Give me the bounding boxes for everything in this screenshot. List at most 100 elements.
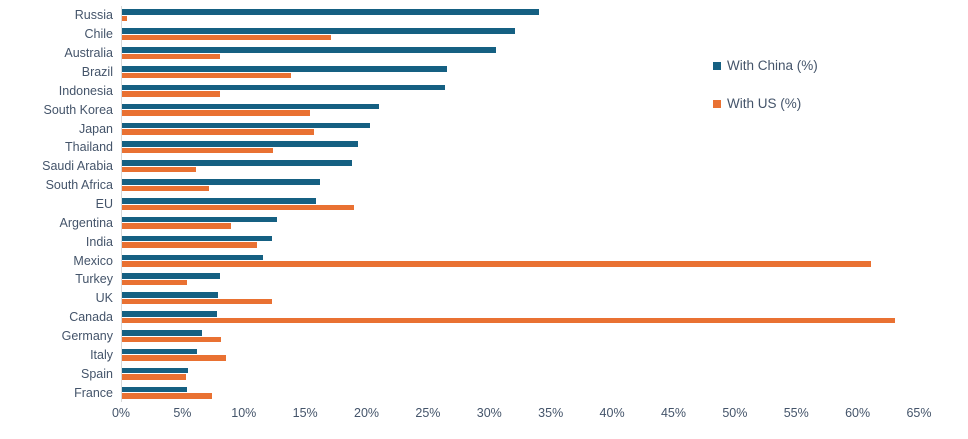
y-axis-category-labels: Russia Chile Australia Brazil Indonesia South… (0, 6, 113, 402)
bar-with-us (122, 223, 232, 229)
bar-with-us (122, 355, 227, 361)
bar-with-china (122, 47, 497, 53)
bar-with-us (122, 279, 188, 286)
category-label: South Africa (45, 178, 113, 193)
bar-row (122, 6, 920, 25)
bar-with-china (122, 66, 448, 72)
bar-row (122, 63, 920, 82)
bar-with-china (122, 216, 277, 223)
bar-row (122, 138, 920, 157)
bar-with-us (122, 147, 273, 154)
bar-with-us (122, 34, 331, 41)
category-label: Turkey (75, 272, 113, 287)
x-axis-tick-labels: 0% 5% 10% 15% 20% 25% 30% 35% 40% 45% 50% 55% 60% 65% (112, 406, 932, 426)
bar-row (122, 345, 920, 364)
x-tick-label: 10% (231, 406, 257, 420)
bar-with-us (122, 166, 196, 173)
category-label: Thailand (65, 140, 113, 155)
x-tick-label: 50% (722, 406, 748, 420)
bar-with-china (122, 386, 188, 393)
bar-row (122, 119, 920, 138)
category-label: Spain (81, 366, 113, 381)
legend-label-with-china: With China (%) (727, 58, 818, 73)
x-tick-label: 35% (538, 406, 564, 420)
bar-with-us (122, 53, 221, 60)
bar-with-china (122, 254, 264, 261)
bar-with-china (122, 28, 515, 34)
bar-with-us (122, 336, 222, 343)
bar-with-us (122, 317, 896, 324)
category-label: France (74, 385, 113, 400)
bar-with-china (122, 235, 272, 242)
category-label: Chile (84, 27, 114, 42)
x-tick-label: 65% (906, 406, 932, 420)
category-label: Germany (61, 329, 113, 344)
x-tick-label: 5% (173, 406, 192, 420)
bar-with-china (122, 330, 202, 336)
x-tick-label: 45% (660, 406, 686, 420)
category-label: Australia (64, 46, 113, 61)
category-label: UK (95, 291, 113, 306)
legend: With China (%) With US (%) (713, 58, 818, 134)
category-label: Italy (90, 347, 113, 362)
bar-row (122, 232, 920, 251)
bar-with-us (122, 72, 292, 78)
bar-with-us (122, 393, 212, 399)
bar-row (122, 327, 920, 346)
x-tick-label: 55% (783, 406, 809, 420)
bar-row (122, 270, 920, 289)
bar-row (122, 81, 920, 100)
bar-with-china (122, 311, 217, 317)
bar-with-us (122, 298, 272, 305)
bar-row (122, 176, 920, 195)
us-series-swatch-icon (713, 99, 721, 108)
category-label: Russia (74, 8, 113, 23)
x-tick-label: 20% (354, 406, 380, 420)
x-tick-label: 40% (599, 406, 625, 420)
bar-with-us (122, 374, 186, 380)
bar-with-us (122, 204, 355, 211)
bar-with-china (122, 122, 370, 129)
bar-with-us (122, 185, 210, 192)
x-tick-label: 30% (476, 406, 502, 420)
bar-row (122, 364, 920, 383)
x-tick-label: 15% (292, 406, 318, 420)
bar-with-china (122, 348, 197, 355)
category-label: Argentina (59, 215, 113, 230)
bar-with-us (122, 242, 258, 248)
bar-with-us (122, 129, 314, 135)
bar-with-china (122, 141, 358, 147)
category-label: Japan (78, 121, 113, 136)
legend-label-with-us: With US (%) (727, 96, 802, 111)
legend-entry-with-china: With China (%) (713, 58, 818, 73)
bar-with-us (122, 15, 127, 22)
bar-row (122, 44, 920, 63)
bar-row (122, 25, 920, 44)
bar-with-us (122, 110, 310, 116)
bar-with-china (122, 103, 379, 110)
bar-row (122, 383, 920, 402)
category-label: Brazil (81, 65, 113, 79)
bar-row (122, 289, 920, 308)
china-series-swatch-icon (713, 61, 721, 70)
bar-with-china (122, 84, 445, 91)
bar-row (122, 157, 920, 176)
x-tick-label: 60% (845, 406, 871, 420)
bar-row (122, 213, 920, 232)
bar-row (122, 308, 920, 327)
category-label: Canada (69, 310, 113, 325)
bar-row (122, 100, 920, 119)
x-tick-label: 25% (415, 406, 441, 420)
bar-with-china (122, 9, 540, 15)
bar-with-china (122, 273, 221, 279)
bar-with-china (122, 179, 320, 185)
category-label: EU (95, 197, 113, 212)
bar-row (122, 251, 920, 270)
category-label: India (85, 234, 113, 249)
category-label: South Korea (43, 102, 114, 117)
legend-entry-with-us: With US (%) (713, 96, 818, 111)
bar-with-china (122, 292, 218, 298)
x-tick-label: 0% (111, 406, 131, 420)
category-label: Indonesia (58, 83, 113, 98)
